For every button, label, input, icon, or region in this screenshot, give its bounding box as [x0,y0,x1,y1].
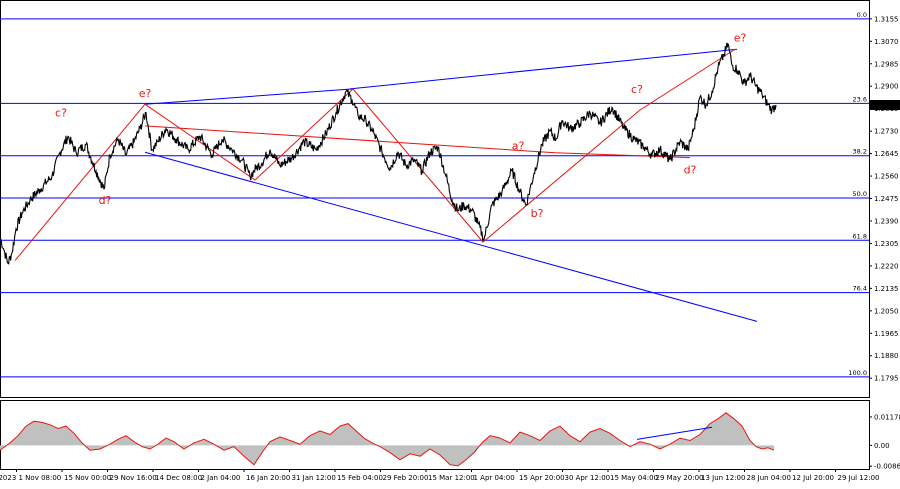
fib-level-label: 23.6 [853,95,867,103]
time-tick-label: 2 Jan 04:00 [201,474,241,482]
price-tick-label: 1.1965 [874,330,899,338]
price-tick-label: 1.3155 [874,15,899,23]
wave-line [14,48,736,261]
time-tick-label: 12 Jul 20:00 [792,474,834,482]
current-price-tag [870,99,900,110]
fib-level-label: 61.8 [853,232,867,240]
current-price-value: 1.2829 [873,102,900,110]
time-tick-label: 15 Nov 00:00 [64,474,111,482]
wave-label: b? [531,207,544,220]
price-tick-label: 1.3070 [874,38,899,46]
oscillator-panel: 0.01178 0.00 -0.00865 [0,412,900,471]
fib-level-label: 38.2 [853,148,867,156]
time-tick-label: 29 Nov 16:00 [110,474,157,482]
wave-line [349,48,738,90]
time-tick-label: 29 May 20:00 [656,474,704,482]
oscillator-tick-label: 0.01178 [874,413,900,421]
price-tick-label: 1.2730 [874,128,899,136]
oscillator-tick-label: -0.00865 [874,463,900,471]
time-tick-label: 29 Jul 12:00 [838,474,880,482]
time-tick-label: 28 Jun 04:00 [747,474,791,482]
wave-labels: c? e? d? a? b? c? d? e? [55,31,746,220]
time-tick-label: 15 Apr 20:00 [519,474,565,482]
divergence-line [636,426,713,440]
time-tick-label: 15 Feb 04:00 [337,474,383,482]
price-axis: 1.31551.30701.29851.29001.28151.27301.26… [869,15,900,383]
fib-level-label: 100.0 [848,369,867,377]
price-tick-label: 1.2900 [874,83,899,91]
oscillator-signal-line [0,412,775,467]
time-tick-label: 31 Jan 12:00 [292,474,336,482]
price-tick-label: 1.1880 [874,352,899,360]
wave-label: e? [139,87,152,100]
price-tick-label: 1.2985 [874,60,899,68]
time-tick-label: 12 Oct 2023 [0,474,16,482]
main-panel-border [0,0,870,398]
fib-level-label: 76.4 [853,285,867,293]
time-tick-label: 16 Jan 20:00 [246,474,290,482]
price-tick-label: 1.2050 [874,307,899,315]
oscillator-tick-label: 0.00 [874,442,890,450]
price-tick-label: 1.2305 [874,240,899,248]
price-line [0,42,777,265]
oscillator-panel-border [0,400,870,470]
fib-level-label: 50.0 [853,190,867,198]
price-tick-label: 1.2475 [874,195,899,203]
time-tick-label: 30 Apr 12:00 [565,474,611,482]
wave-label: c? [631,83,643,96]
wave-label: c? [55,107,67,120]
time-tick-label: 29 Feb 20:00 [383,474,429,482]
wave-label: d? [99,194,112,207]
price-tick-label: 1.2645 [874,150,899,158]
wave-line [144,88,354,105]
time-tick-label: 1 Apr 04:00 [474,474,515,482]
fib-level-label: 0.0 [857,11,867,19]
oscillator-histogram [0,412,774,466]
wave-label: a? [512,140,525,153]
price-tick-label: 1.2220 [874,262,899,270]
wave-lines [14,48,758,322]
wave-label: e? [734,31,747,44]
price-tick-label: 1.2135 [874,285,899,293]
price-series [0,42,777,265]
price-tick-label: 1.1795 [874,375,899,383]
time-tick-label: 15 May 04:00 [610,474,658,482]
price-tick-label: 1.2390 [874,217,899,225]
price-tick-label: 1.2560 [874,173,899,181]
time-tick-label: 14 Dec 08:00 [155,474,202,482]
time-tick-label: 1 Nov 08:00 [19,474,62,482]
wave-line [144,151,758,322]
time-tick-label: 13 Jun 12:00 [701,474,745,482]
wave-line [144,125,691,159]
time-tick-label: 15 Mar 12:00 [428,474,475,482]
wave-label: d? [684,163,697,176]
fibonacci-levels: 0.0 23.6 38.2 50.0 61.8 76.4 100.0 [0,11,869,378]
